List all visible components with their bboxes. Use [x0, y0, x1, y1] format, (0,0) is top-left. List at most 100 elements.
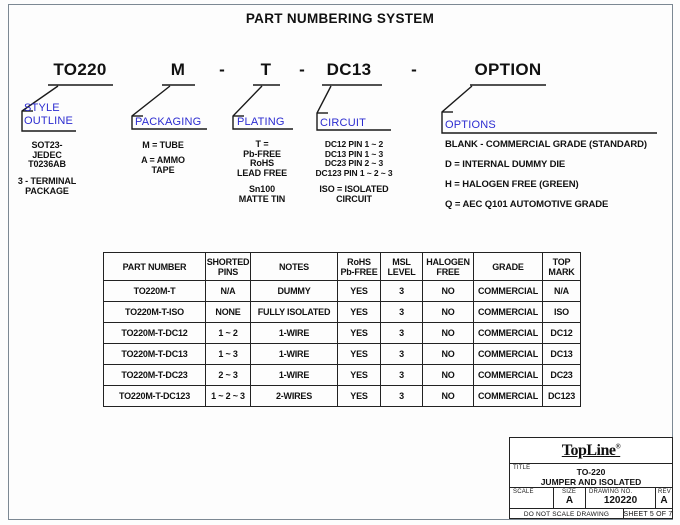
- title-block: TopLine® TITLE TO-220 JUMPER AND ISOLATE…: [509, 437, 673, 519]
- table-header-row: PART NUMBER SHORTED PINS NOTES RoHS Pb-FREE…: [103, 252, 581, 281]
- table-cell: 3: [380, 301, 423, 323]
- segment-code-option: OPTION: [474, 60, 542, 79]
- separator-dash: -: [299, 60, 305, 79]
- table-cell: TO220M-T-DC13: [103, 343, 206, 365]
- desc-circuit-2: ISO = ISOLATED CIRCUIT: [319, 184, 389, 204]
- table-row: TO220M-T-DC23 2 ~ 3 1-WIRE YES 3 NO COMMERCIAL…: [103, 364, 581, 386]
- table-cell: YES: [337, 322, 381, 344]
- topline-logo: TopLine®: [561, 441, 621, 459]
- table-row: TO220M-T-ISO NONE FULLY ISOLATED YES 3 NO COMM…: [103, 301, 581, 323]
- table-cell: NO: [422, 343, 474, 365]
- title-label: TITLE: [513, 465, 531, 471]
- option-blank: BLANK - COMMERCIAL GRADE (STANDARD): [445, 139, 647, 150]
- segment-code-m: M: [170, 60, 186, 79]
- table-cell: 3: [380, 280, 423, 302]
- options-list: BLANK - COMMERCIAL GRADE (STANDARD) D = …: [445, 139, 647, 219]
- table-cell: YES: [337, 364, 381, 386]
- bottom-row: DO NOT SCALE DRAWING SHEET 5 OF 7: [510, 509, 672, 519]
- rev-label: REV: [658, 489, 671, 495]
- table-row: TO220M-T N/A DUMMY YES 3 NO COMMERCIAL N/A: [103, 280, 581, 302]
- table-cell: TO220M-T-DC12: [103, 322, 206, 344]
- table-header-cell: SHORTED PINS: [205, 252, 251, 281]
- option-d: D = INTERNAL DUMMY DIE: [445, 159, 566, 170]
- table-cell: 1 ~ 3: [205, 343, 251, 365]
- label-options: OPTIONS: [445, 119, 496, 131]
- table-cell: NO: [422, 364, 474, 386]
- table-cell: COMMERCIAL: [473, 364, 543, 386]
- page-title: PART NUMBERING SYSTEM: [245, 11, 435, 26]
- desc-circuit-1: DC12 PIN 1 ~ 2 DC13 PIN 1 ~ 3 DC23 PIN 2…: [315, 139, 393, 178]
- table-cell: YES: [337, 385, 381, 407]
- table-cell: N/A: [205, 280, 251, 302]
- table-cell: DUMMY: [250, 280, 338, 302]
- table-cell: 3: [380, 364, 423, 386]
- logo-row: TopLine®: [510, 438, 672, 464]
- segment-code-to220: TO220: [53, 60, 107, 79]
- table-cell: 1-WIRE: [250, 343, 338, 365]
- table-cell: NO: [422, 301, 474, 323]
- table-cell: 2-WIRES: [250, 385, 338, 407]
- table-cell: COMMERCIAL: [473, 385, 543, 407]
- separator-dash: -: [219, 60, 225, 79]
- table-cell: DC12: [542, 322, 581, 344]
- label-style-outline: STYLE OUTLINE: [24, 102, 74, 127]
- page-border: [8, 4, 673, 520]
- desc-plating-1: T = Pb-FREE RoHS LEAD FREE: [236, 139, 288, 178]
- table-cell: DC23: [542, 364, 581, 386]
- table-cell: TO220M-T-DC23: [103, 364, 206, 386]
- table-cell: TO220M-T-ISO: [103, 301, 206, 323]
- table-cell: FULLY ISOLATED: [250, 301, 338, 323]
- table-cell: 2 ~ 3: [205, 364, 251, 386]
- table-cell: 3: [380, 322, 423, 344]
- table-cell: N/A: [542, 280, 581, 302]
- table-cell: 1 ~ 2 ~ 3: [205, 385, 251, 407]
- separator-dash: -: [411, 60, 417, 79]
- label-circuit: CIRCUIT: [320, 117, 367, 129]
- table-cell: YES: [337, 280, 381, 302]
- rev-cell: REV A: [656, 488, 672, 508]
- desc-packaging-2: A = AMMO TAPE: [141, 155, 185, 175]
- scale-label: SCALE: [513, 489, 534, 495]
- table-cell: 3: [380, 343, 423, 365]
- table-cell: COMMERCIAL: [473, 280, 543, 302]
- table-cell: NO: [422, 385, 474, 407]
- do-not-scale-note: DO NOT SCALE DRAWING: [510, 509, 624, 519]
- size-label: SIZE: [562, 489, 577, 495]
- table-header-cell: RoHS Pb-FREE: [337, 252, 381, 281]
- scale-cell: SCALE: [510, 488, 554, 508]
- table-header-cell: HALOGEN FREE: [422, 252, 474, 281]
- table-cell: NONE: [205, 301, 251, 323]
- drawing-title: TO-220 JUMPER AND ISOLATED: [540, 467, 642, 487]
- rev-value: A: [660, 495, 668, 506]
- table-body: TO220M-T N/A DUMMY YES 3 NO COMMERCIAL N/A TO220…: [103, 280, 581, 407]
- table-cell: YES: [337, 343, 381, 365]
- label-plating: PLATING: [237, 116, 285, 128]
- table-header-cell: PART NUMBER: [103, 252, 206, 281]
- size-value: A: [565, 495, 574, 506]
- table-header-cell: MSL LEVEL: [380, 252, 423, 281]
- sheet-number: SHEET 5 OF 7: [623, 510, 673, 518]
- table-cell: NO: [422, 322, 474, 344]
- desc-plating-2: Sn100 MATTE TIN: [238, 184, 286, 204]
- registered-mark: ®: [615, 442, 621, 451]
- table-cell: 1 ~ 2: [205, 322, 251, 344]
- table-cell: NO: [422, 280, 474, 302]
- scale-row: SCALE SIZE A DRAWING NO. 120220 REV A: [510, 488, 672, 509]
- table-cell: YES: [337, 301, 381, 323]
- segment-code-t: T: [260, 60, 272, 79]
- table-cell: 1-WIRE: [250, 364, 338, 386]
- desc-style-outline-2: 3 - TERMINAL PACKAGE: [17, 176, 77, 196]
- table-row: TO220M-T-DC123 1 ~ 2 ~ 3 2-WIRES YES 3 NO COMM…: [103, 385, 581, 407]
- table-cell: TO220M-T: [103, 280, 206, 302]
- label-packaging: PACKAGING: [135, 116, 202, 128]
- segment-code-dc13: DC13: [326, 60, 372, 79]
- drawing-no-value: 120220: [603, 495, 638, 506]
- table-row: TO220M-T-DC13 1 ~ 3 1-WIRE YES 3 NO COMMERCIAL…: [103, 343, 581, 365]
- table-cell: COMMERCIAL: [473, 301, 543, 323]
- table-head: PART NUMBER SHORTED PINS NOTES RoHS Pb-FREE…: [103, 252, 581, 281]
- size-cell: SIZE A: [554, 488, 586, 508]
- table-cell: COMMERCIAL: [473, 322, 543, 344]
- table-cell: DC13: [542, 343, 581, 365]
- option-q: Q = AEC Q101 AUTOMOTIVE GRADE: [445, 199, 609, 210]
